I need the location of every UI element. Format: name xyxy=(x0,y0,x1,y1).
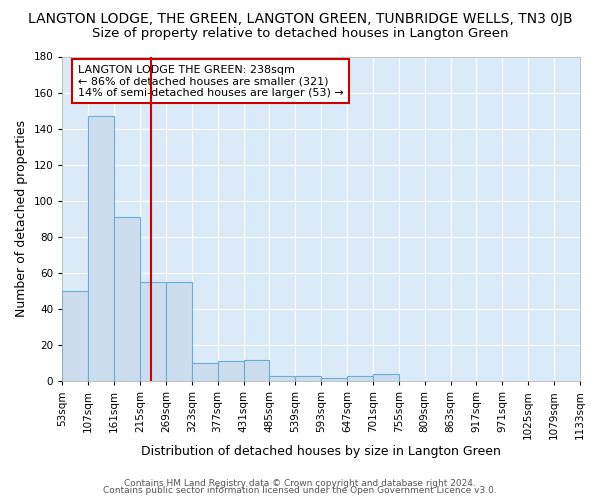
Text: Contains HM Land Registry data © Crown copyright and database right 2024.: Contains HM Land Registry data © Crown c… xyxy=(124,478,476,488)
Bar xyxy=(218,362,244,381)
Bar xyxy=(244,360,269,381)
Bar xyxy=(269,376,295,381)
Bar xyxy=(88,116,114,381)
Bar xyxy=(321,378,347,381)
Bar xyxy=(373,374,399,381)
X-axis label: Distribution of detached houses by size in Langton Green: Distribution of detached houses by size … xyxy=(141,444,501,458)
Bar xyxy=(166,282,192,381)
Bar xyxy=(192,363,218,381)
Bar xyxy=(295,376,321,381)
Text: LANGTON LODGE, THE GREEN, LANGTON GREEN, TUNBRIDGE WELLS, TN3 0JB: LANGTON LODGE, THE GREEN, LANGTON GREEN,… xyxy=(28,12,572,26)
Bar xyxy=(114,217,140,381)
Bar xyxy=(140,282,166,381)
Text: Size of property relative to detached houses in Langton Green: Size of property relative to detached ho… xyxy=(92,28,508,40)
Bar xyxy=(62,291,88,381)
Y-axis label: Number of detached properties: Number of detached properties xyxy=(15,120,28,318)
Text: LANGTON LODGE THE GREEN: 238sqm
← 86% of detached houses are smaller (321)
14% o: LANGTON LODGE THE GREEN: 238sqm ← 86% of… xyxy=(78,64,344,98)
Bar xyxy=(347,376,373,381)
Text: Contains public sector information licensed under the Open Government Licence v3: Contains public sector information licen… xyxy=(103,486,497,495)
